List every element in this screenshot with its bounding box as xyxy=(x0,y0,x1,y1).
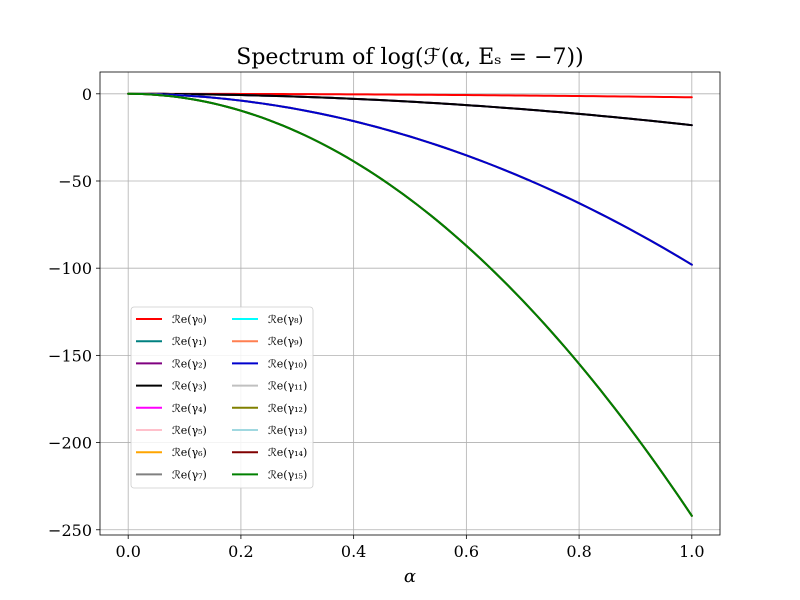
x-tick-label: 0.0 xyxy=(115,542,140,561)
legend-label: ℛe(γ₁₂) xyxy=(268,402,307,415)
series-line-gamma-10 xyxy=(127,92,693,266)
legend-label: ℛe(γ₁₀) xyxy=(268,357,307,370)
legend-item: ℛe(γ₄) xyxy=(136,402,207,415)
y-tick-label: −200 xyxy=(48,434,92,453)
legend: ℛe(γ₀) ℛe(γ₁) ℛe(γ₂) ℛe(γ₃) ℛe(γ₄) ℛe(γ₅) ℛe(γ… xyxy=(130,306,314,489)
y-tick-label: −50 xyxy=(58,172,92,191)
y-tick-label: −100 xyxy=(48,259,92,278)
legend-item: ℛe(γ₃) xyxy=(136,380,207,393)
legend-item: ℛe(γ₆) xyxy=(136,446,207,459)
legend-label: ℛe(γ₅) xyxy=(172,424,207,437)
legend-frame xyxy=(130,306,314,489)
legend-label: ℛe(γ₄) xyxy=(172,402,207,415)
series-line-gamma-3 xyxy=(127,92,693,127)
y-tick-label: 0 xyxy=(82,85,92,104)
legend-label: ℛe(γ₈) xyxy=(268,313,303,326)
legend-label: ℛe(γ₁₅) xyxy=(268,468,307,481)
legend-item: ℛe(γ₁₀) xyxy=(232,357,307,370)
legend-item: ℛe(γ₇) xyxy=(136,468,207,481)
series-group xyxy=(127,92,693,517)
legend-item: ℛe(γ₅) xyxy=(136,424,207,437)
x-axis-label: α xyxy=(404,566,416,587)
x-tick-label: 0.6 xyxy=(454,542,479,561)
legend-label: ℛe(γ₂) xyxy=(172,357,207,370)
legend-label: ℛe(γ₃) xyxy=(172,380,207,393)
legend-item: ℛe(γ₀) xyxy=(136,313,207,326)
legend-label: ℛe(γ₁) xyxy=(172,335,207,348)
legend-label: ℛe(γ₇) xyxy=(172,468,207,481)
legend-label: ℛe(γ₁₁) xyxy=(268,380,307,393)
legend-item: ℛe(γ₁₄) xyxy=(232,446,307,459)
plot-frame xyxy=(99,71,721,536)
legend-item: ℛe(γ₈) xyxy=(232,313,303,326)
legend-item: ℛe(γ₁₁) xyxy=(232,380,307,393)
legend-label: ℛe(γ₁₄) xyxy=(268,446,307,459)
legend-item: ℛe(γ₁₃) xyxy=(232,424,307,437)
legend-item: ℛe(γ₁₅) xyxy=(232,468,307,481)
y-tick-label: −250 xyxy=(48,521,92,540)
legend-label: ℛe(γ₀) xyxy=(172,313,207,326)
chart-title: Spectrum of log(ℱ(α, Eₛ = −7)) xyxy=(236,45,583,70)
x-tick-label: 1.0 xyxy=(679,542,704,561)
legend-item: ℛe(γ₉) xyxy=(232,335,303,348)
y-tick-label: −150 xyxy=(48,346,92,365)
legend-label: ℛe(γ₉) xyxy=(268,335,303,348)
x-tick-label: 0.4 xyxy=(341,542,366,561)
legend-item: ℛe(γ₂) xyxy=(136,357,207,370)
legend-item: ℛe(γ₁₂) xyxy=(232,402,307,415)
x-tick-label: 0.2 xyxy=(228,542,253,561)
series-line-gamma-15 xyxy=(127,92,693,517)
legend-label: ℛe(γ₁₃) xyxy=(268,424,307,437)
legend-label: ℛe(γ₆) xyxy=(172,446,207,459)
legend-item: ℛe(γ₁) xyxy=(136,335,207,348)
x-tick-label: 0.8 xyxy=(566,542,591,561)
x-axis: 0.0 0.2 0.4 0.6 0.8 1.0 xyxy=(115,535,705,561)
y-axis: 0 −50 −100 −150 −200 −250 xyxy=(48,85,100,540)
